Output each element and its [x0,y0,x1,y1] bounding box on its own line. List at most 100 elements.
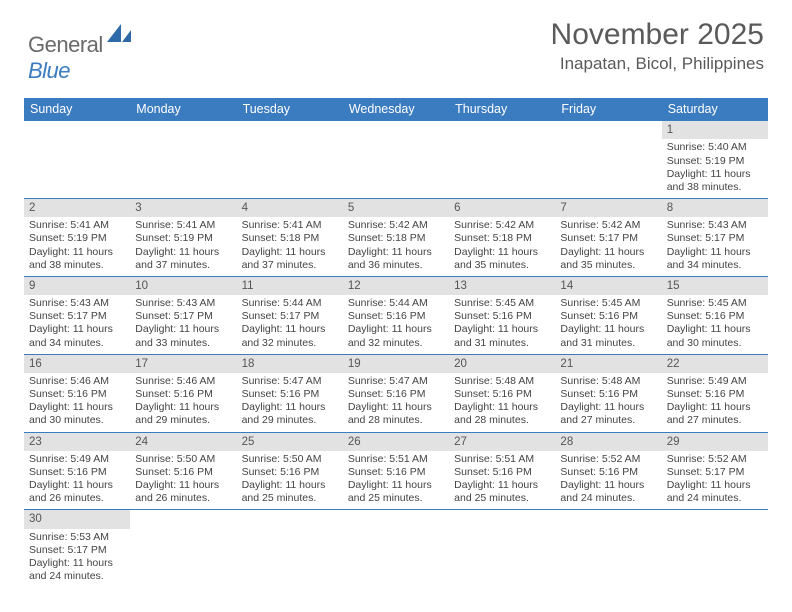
daylight-text: and 31 minutes. [454,337,550,350]
daylight-text: Daylight: 11 hours [135,479,231,492]
logo-sail-icon [107,24,133,42]
day-details: Sunrise: 5:51 AMSunset: 5:16 PMDaylight:… [343,451,449,510]
sunset-text: Sunset: 5:19 PM [667,155,763,168]
daylight-text: and 29 minutes. [242,414,338,427]
sunset-text: Sunset: 5:16 PM [29,466,125,479]
day-number: 5 [343,199,449,217]
day-details: Sunrise: 5:45 AMSunset: 5:16 PMDaylight:… [662,295,768,354]
daylight-text: and 34 minutes. [667,259,763,272]
sunrise-text: Sunrise: 5:47 AM [348,375,444,388]
day-cell: 6Sunrise: 5:42 AMSunset: 5:18 PMDaylight… [449,199,555,276]
day-cell: 25Sunrise: 5:50 AMSunset: 5:16 PMDayligh… [237,433,343,510]
sunrise-text: Sunrise: 5:40 AM [667,141,763,154]
daylight-text: Daylight: 11 hours [454,479,550,492]
sunrise-text: Sunrise: 5:43 AM [667,219,763,232]
daylight-text: Daylight: 11 hours [560,401,656,414]
day-cell: 28Sunrise: 5:52 AMSunset: 5:16 PMDayligh… [555,433,661,510]
day-details: Sunrise: 5:40 AMSunset: 5:19 PMDaylight:… [662,139,768,198]
daylight-text: and 27 minutes. [560,414,656,427]
day-cell: 9Sunrise: 5:43 AMSunset: 5:17 PMDaylight… [24,277,130,354]
week-row: 9Sunrise: 5:43 AMSunset: 5:17 PMDaylight… [24,277,768,355]
daylight-text: Daylight: 11 hours [242,246,338,259]
day-details: Sunrise: 5:45 AMSunset: 5:16 PMDaylight:… [555,295,661,354]
sunrise-text: Sunrise: 5:51 AM [348,453,444,466]
day-details: Sunrise: 5:42 AMSunset: 5:17 PMDaylight:… [555,217,661,276]
location: Inapatan, Bicol, Philippines [551,54,764,74]
day-cell: 30Sunrise: 5:53 AMSunset: 5:17 PMDayligh… [24,510,130,587]
daylight-text: Daylight: 11 hours [29,246,125,259]
empty-cell [449,510,555,587]
day-cell: 1Sunrise: 5:40 AMSunset: 5:19 PMDaylight… [662,121,768,198]
day-details: Sunrise: 5:52 AMSunset: 5:17 PMDaylight:… [662,451,768,510]
day-header-saturday: Saturday [662,98,768,121]
day-number: 21 [555,355,661,373]
daylight-text: and 36 minutes. [348,259,444,272]
sunrise-text: Sunrise: 5:41 AM [135,219,231,232]
sunset-text: Sunset: 5:16 PM [667,388,763,401]
sunrise-text: Sunrise: 5:52 AM [667,453,763,466]
day-cell: 7Sunrise: 5:42 AMSunset: 5:17 PMDaylight… [555,199,661,276]
empty-cell [343,121,449,198]
title-block: November 2025 Inapatan, Bicol, Philippin… [551,18,764,74]
day-details: Sunrise: 5:43 AMSunset: 5:17 PMDaylight:… [662,217,768,276]
sunrise-text: Sunrise: 5:51 AM [454,453,550,466]
day-details: Sunrise: 5:44 AMSunset: 5:16 PMDaylight:… [343,295,449,354]
day-details: Sunrise: 5:50 AMSunset: 5:16 PMDaylight:… [130,451,236,510]
sunset-text: Sunset: 5:18 PM [454,232,550,245]
daylight-text: Daylight: 11 hours [560,246,656,259]
day-number: 24 [130,433,236,451]
daylight-text: and 29 minutes. [135,414,231,427]
daylight-text: Daylight: 11 hours [242,323,338,336]
sunrise-text: Sunrise: 5:45 AM [454,297,550,310]
day-cell: 13Sunrise: 5:45 AMSunset: 5:16 PMDayligh… [449,277,555,354]
week-row: 1Sunrise: 5:40 AMSunset: 5:19 PMDaylight… [24,121,768,199]
day-number: 2 [24,199,130,217]
sunset-text: Sunset: 5:16 PM [348,466,444,479]
sunset-text: Sunset: 5:16 PM [29,388,125,401]
day-details: Sunrise: 5:53 AMSunset: 5:17 PMDaylight:… [24,529,130,588]
daylight-text: Daylight: 11 hours [667,168,763,181]
day-number: 11 [237,277,343,295]
week-row: 30Sunrise: 5:53 AMSunset: 5:17 PMDayligh… [24,510,768,587]
daylight-text: and 24 minutes. [29,570,125,583]
day-details: Sunrise: 5:49 AMSunset: 5:16 PMDaylight:… [662,373,768,432]
sunset-text: Sunset: 5:16 PM [454,310,550,323]
daylight-text: Daylight: 11 hours [454,401,550,414]
day-details: Sunrise: 5:41 AMSunset: 5:18 PMDaylight:… [237,217,343,276]
sunset-text: Sunset: 5:17 PM [242,310,338,323]
daylight-text: Daylight: 11 hours [348,479,444,492]
day-cell: 29Sunrise: 5:52 AMSunset: 5:17 PMDayligh… [662,433,768,510]
day-cell: 10Sunrise: 5:43 AMSunset: 5:17 PMDayligh… [130,277,236,354]
daylight-text: and 30 minutes. [29,414,125,427]
day-details: Sunrise: 5:44 AMSunset: 5:17 PMDaylight:… [237,295,343,354]
sunrise-text: Sunrise: 5:48 AM [560,375,656,388]
empty-cell [449,121,555,198]
daylight-text: and 37 minutes. [242,259,338,272]
daylight-text: and 25 minutes. [242,492,338,505]
sunrise-text: Sunrise: 5:47 AM [242,375,338,388]
day-number: 27 [449,433,555,451]
day-number: 1 [662,121,768,139]
day-number: 22 [662,355,768,373]
day-number: 6 [449,199,555,217]
day-cell: 4Sunrise: 5:41 AMSunset: 5:18 PMDaylight… [237,199,343,276]
day-details: Sunrise: 5:50 AMSunset: 5:16 PMDaylight:… [237,451,343,510]
daylight-text: and 35 minutes. [560,259,656,272]
day-header-tuesday: Tuesday [237,98,343,121]
sunrise-text: Sunrise: 5:42 AM [454,219,550,232]
day-details: Sunrise: 5:46 AMSunset: 5:16 PMDaylight:… [24,373,130,432]
daylight-text: and 31 minutes. [560,337,656,350]
daylight-text: and 38 minutes. [29,259,125,272]
day-details: Sunrise: 5:42 AMSunset: 5:18 PMDaylight:… [343,217,449,276]
logo: GeneralBlue [28,24,133,84]
sunset-text: Sunset: 5:16 PM [454,388,550,401]
day-details: Sunrise: 5:52 AMSunset: 5:16 PMDaylight:… [555,451,661,510]
calendar: Sunday Monday Tuesday Wednesday Thursday… [24,98,768,587]
day-cell: 5Sunrise: 5:42 AMSunset: 5:18 PMDaylight… [343,199,449,276]
daylight-text: and 30 minutes. [667,337,763,350]
day-cell: 11Sunrise: 5:44 AMSunset: 5:17 PMDayligh… [237,277,343,354]
day-number: 13 [449,277,555,295]
daylight-text: and 35 minutes. [454,259,550,272]
day-header-wednesday: Wednesday [343,98,449,121]
weeks-container: 1Sunrise: 5:40 AMSunset: 5:19 PMDaylight… [24,121,768,587]
